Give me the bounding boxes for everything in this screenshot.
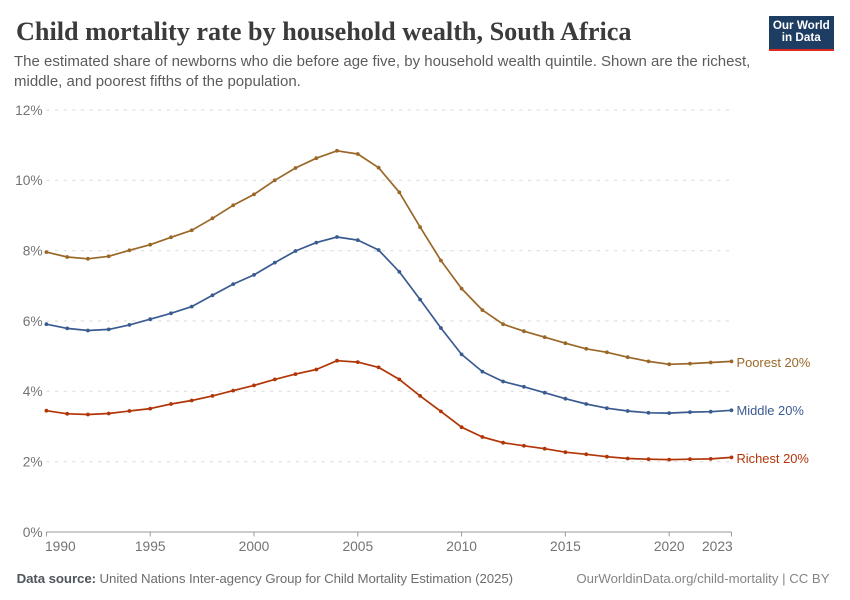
svg-text:2023: 2023 — [702, 539, 733, 554]
svg-text:10%: 10% — [15, 173, 43, 188]
svg-text:1995: 1995 — [135, 539, 166, 554]
svg-text:Poorest 20%: Poorest 20% — [737, 355, 811, 370]
svg-text:2%: 2% — [23, 455, 43, 470]
svg-text:Richest 20%: Richest 20% — [737, 451, 809, 466]
svg-text:2005: 2005 — [342, 539, 373, 554]
svg-text:2015: 2015 — [550, 539, 581, 554]
svg-text:12%: 12% — [15, 103, 43, 118]
svg-text:0%: 0% — [23, 525, 43, 540]
svg-text:4%: 4% — [23, 384, 43, 399]
svg-text:Middle 20%: Middle 20% — [737, 403, 804, 418]
svg-text:2010: 2010 — [446, 539, 477, 554]
svg-text:2020: 2020 — [654, 539, 685, 554]
svg-text:6%: 6% — [23, 314, 43, 329]
svg-text:8%: 8% — [23, 244, 43, 259]
svg-text:2000: 2000 — [239, 539, 270, 554]
svg-text:1990: 1990 — [45, 539, 76, 554]
